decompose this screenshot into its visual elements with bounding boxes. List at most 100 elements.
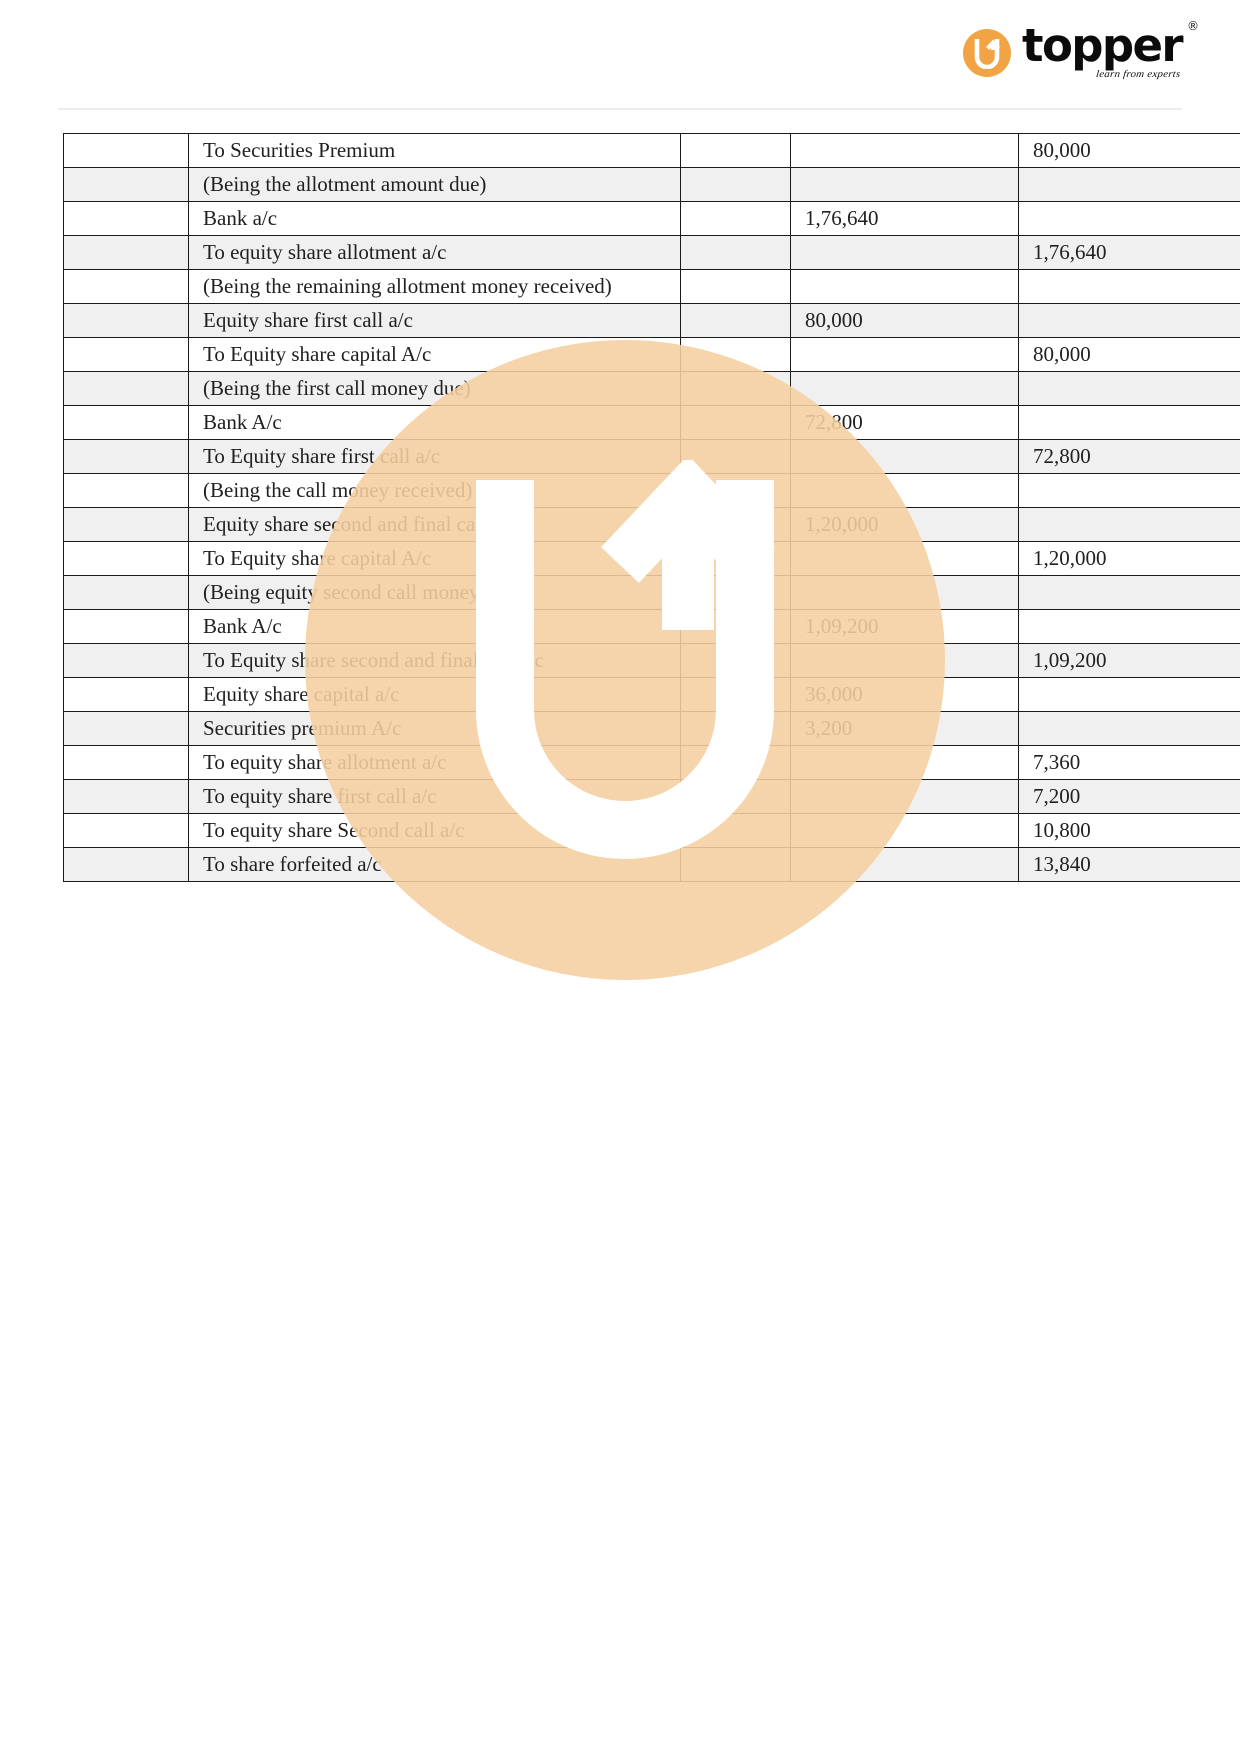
cell-credit-amount bbox=[1018, 269, 1240, 304]
cell-particulars: Equity share first call a/c bbox=[188, 303, 681, 338]
cell-date-ref bbox=[63, 541, 189, 576]
cell-date-ref bbox=[63, 609, 189, 644]
table-row: Bank a/c 1,76,640 bbox=[63, 201, 1240, 236]
page-header: topper ® learn from experts bbox=[0, 0, 1240, 110]
cell-particulars: Bank A/c bbox=[188, 405, 681, 440]
cell-ledger-folio bbox=[680, 507, 791, 542]
table-row: To Equity share capital A/c 80,000 bbox=[63, 337, 1240, 372]
cell-ledger-folio bbox=[680, 609, 791, 644]
cell-debit-amount bbox=[790, 473, 1019, 508]
cell-date-ref bbox=[63, 575, 189, 610]
cell-date-ref bbox=[63, 643, 189, 678]
table-row: To share forfeited a/c 13,840 bbox=[63, 847, 1240, 882]
cell-credit-amount: 7,360 bbox=[1018, 745, 1240, 780]
cell-credit-amount: 80,000 bbox=[1018, 133, 1240, 168]
cell-debit-amount bbox=[790, 575, 1019, 610]
topper-logo[interactable]: topper ® learn from experts bbox=[963, 19, 1199, 84]
cell-debit-amount: 3,200 bbox=[790, 711, 1019, 746]
cell-ledger-folio bbox=[680, 813, 791, 848]
cell-date-ref bbox=[63, 371, 189, 406]
cell-ledger-folio bbox=[680, 269, 791, 304]
table-row: Bank A/c 72,800 bbox=[63, 405, 1240, 440]
cell-particulars: Bank a/c bbox=[188, 201, 681, 236]
cell-credit-amount bbox=[1018, 711, 1240, 746]
cell-particulars: Securities premium A/c bbox=[188, 711, 681, 746]
table-row: (Being equity second call money due) bbox=[63, 575, 1240, 610]
table-row: Equity share first call a/c 80,000 bbox=[63, 303, 1240, 338]
cell-particulars: Equity share capital a/c bbox=[188, 677, 681, 712]
cell-particulars: To Equity share second and final call a/… bbox=[188, 643, 681, 678]
cell-debit-amount bbox=[790, 643, 1019, 678]
cell-credit-amount bbox=[1018, 371, 1240, 406]
cell-date-ref bbox=[63, 269, 189, 304]
cell-debit-amount bbox=[790, 745, 1019, 780]
table-row: (Being the call money received) bbox=[63, 473, 1240, 508]
cell-credit-amount bbox=[1018, 303, 1240, 338]
cell-date-ref bbox=[63, 813, 189, 848]
cell-ledger-folio bbox=[680, 677, 791, 712]
cell-particulars: To Equity share capital A/c bbox=[188, 337, 681, 372]
cell-particulars: To equity share Second call a/c bbox=[188, 813, 681, 848]
cell-credit-amount bbox=[1018, 405, 1240, 440]
cell-ledger-folio bbox=[680, 745, 791, 780]
header-divider bbox=[58, 108, 1182, 110]
cell-debit-amount bbox=[790, 847, 1019, 882]
journal-entries-table: To Securities Premium 80,000 (Being the al… bbox=[63, 133, 1240, 882]
cell-debit-amount: 1,09,200 bbox=[790, 609, 1019, 644]
cell-date-ref bbox=[63, 133, 189, 168]
cell-debit-amount: 72,800 bbox=[790, 405, 1019, 440]
cell-date-ref bbox=[63, 847, 189, 882]
table-row: Equity share second and final call a/c 1,… bbox=[63, 507, 1240, 542]
cell-particulars: To equity share allotment a/c bbox=[188, 745, 681, 780]
cell-ledger-folio bbox=[680, 473, 791, 508]
journal-table-body: To Securities Premium 80,000 (Being the al… bbox=[63, 133, 1240, 882]
cell-date-ref bbox=[63, 235, 189, 270]
cell-particulars: To equity share first call a/c bbox=[188, 779, 681, 814]
cell-particulars: To Securities Premium bbox=[188, 133, 681, 168]
table-row: Bank A/c 1,09,200 bbox=[63, 609, 1240, 644]
cell-ledger-folio bbox=[680, 643, 791, 678]
cell-debit-amount: 1,20,000 bbox=[790, 507, 1019, 542]
cell-credit-amount: 72,800 bbox=[1018, 439, 1240, 474]
cell-debit-amount bbox=[790, 439, 1019, 474]
cell-particulars: (Being the remaining allotment money rec… bbox=[188, 269, 681, 304]
cell-ledger-folio bbox=[680, 711, 791, 746]
cell-date-ref bbox=[63, 745, 189, 780]
table-row: (Being the allotment amount due) bbox=[63, 167, 1240, 202]
brand-tagline: learn from experts bbox=[1094, 68, 1181, 80]
table-row: To Equity share second and final call a/… bbox=[63, 643, 1240, 678]
cell-date-ref bbox=[63, 439, 189, 474]
cell-debit-amount: 80,000 bbox=[790, 303, 1019, 338]
table-row: To Equity share first call a/c 72,800 bbox=[63, 439, 1240, 474]
cell-debit-amount bbox=[790, 813, 1019, 848]
cell-ledger-folio bbox=[680, 439, 791, 474]
table-row: (Being the remaining allotment money rec… bbox=[63, 269, 1240, 304]
cell-debit-amount: 1,76,640 bbox=[790, 201, 1019, 236]
cell-date-ref bbox=[63, 507, 189, 542]
cell-debit-amount bbox=[790, 235, 1019, 270]
cell-credit-amount bbox=[1018, 609, 1240, 644]
cell-date-ref bbox=[63, 473, 189, 508]
cell-debit-amount bbox=[790, 133, 1019, 168]
cell-date-ref bbox=[63, 167, 189, 202]
cell-ledger-folio bbox=[680, 167, 791, 202]
cell-date-ref bbox=[63, 201, 189, 236]
brand-wordmark-wrapper: topper ® learn from experts bbox=[1022, 19, 1199, 84]
cell-date-ref bbox=[63, 711, 189, 746]
cell-debit-amount bbox=[790, 337, 1019, 372]
cell-ledger-folio bbox=[680, 847, 791, 882]
cell-debit-amount: 36,000 bbox=[790, 677, 1019, 712]
cell-credit-amount bbox=[1018, 473, 1240, 508]
cell-date-ref bbox=[63, 405, 189, 440]
cell-credit-amount: 13,840 bbox=[1018, 847, 1240, 882]
cell-credit-amount bbox=[1018, 677, 1240, 712]
cell-particulars: Bank A/c bbox=[188, 609, 681, 644]
cell-credit-amount: 7,200 bbox=[1018, 779, 1240, 814]
table-row: To equity share allotment a/c 1,76,640 bbox=[63, 235, 1240, 270]
cell-debit-amount bbox=[790, 167, 1019, 202]
cell-date-ref bbox=[63, 303, 189, 338]
cell-credit-amount bbox=[1018, 575, 1240, 610]
cell-ledger-folio bbox=[680, 133, 791, 168]
cell-ledger-folio bbox=[680, 337, 791, 372]
cell-credit-amount bbox=[1018, 167, 1240, 202]
